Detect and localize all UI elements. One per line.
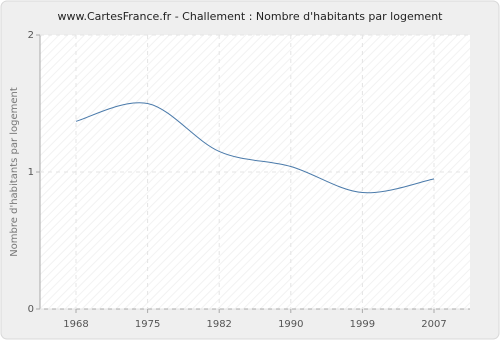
chart-title: www.CartesFrance.fr - Challement : Nombr… <box>58 10 444 23</box>
x-tick-label: 1990 <box>278 319 303 330</box>
x-tick-label: 1975 <box>135 319 160 330</box>
x-tick-label: 2007 <box>421 319 446 330</box>
y-tick-label: 1 <box>28 167 34 178</box>
y-tick-label: 0 <box>28 304 34 315</box>
x-tick-label: 1982 <box>206 319 231 330</box>
y-axis-label: Nombre d'habitants par logement <box>9 87 20 257</box>
y-tick-label: 2 <box>28 30 34 41</box>
line <box>75 102 435 194</box>
x-tick-label: 1968 <box>63 319 88 330</box>
x-tick-label: 1999 <box>350 319 375 330</box>
plot-hatch <box>40 35 470 309</box>
